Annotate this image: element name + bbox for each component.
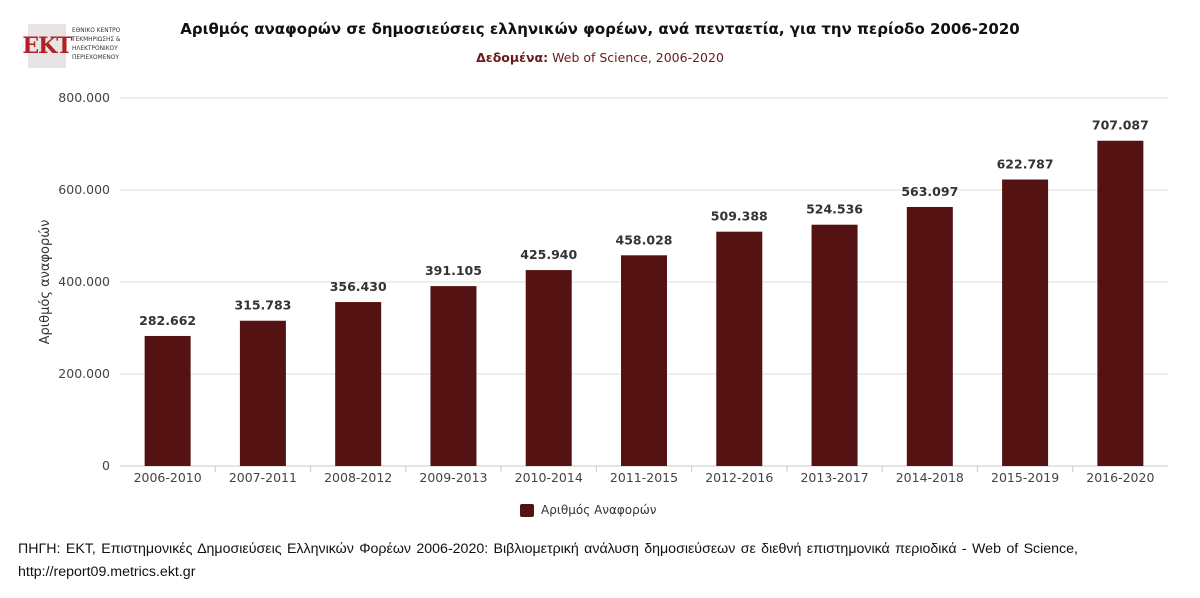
- y-axis-label: Αριθμός αναφορών: [38, 220, 53, 345]
- bar: [621, 255, 667, 466]
- x-tick-label: 2009-2013: [419, 470, 487, 485]
- data-label: 356.430: [330, 279, 387, 294]
- bar: [144, 335, 191, 466]
- bar-chart: 0 200.000 400.000 600.000 800.000 Αριθμός ανα…: [38, 90, 1168, 485]
- legend-label: Αριθμός Αναφορών: [541, 503, 657, 517]
- data-label: 563.097: [901, 184, 958, 199]
- x-tick-label: 2010-2014: [515, 470, 583, 485]
- legend-swatch: [520, 503, 534, 517]
- source-note: ΠΗΓΗ: ΕΚΤ, Επιστημονικές Δημοσιεύσεις Ελ…: [18, 541, 1078, 580]
- logo-line: ΠΕΡΙΕΧΟΜΕΝΟΥ: [72, 53, 119, 61]
- logo-line: ΗΛΕΚΤΡΟΝΙΚΟΥ: [72, 44, 118, 52]
- data-label: 391.105: [425, 263, 482, 278]
- chart-legend[interactable]: Αριθμός Αναφορών: [520, 503, 657, 517]
- x-tick-label: 2012-2016: [705, 470, 773, 485]
- subtitle-value: Web of Science, 2006-2020: [548, 50, 724, 65]
- data-label: 524.536: [806, 202, 863, 217]
- bar: [906, 206, 953, 466]
- data-label: 509.388: [711, 209, 768, 224]
- x-tick-label: 2008-2012: [324, 470, 392, 485]
- data-label: 425.940: [520, 247, 577, 262]
- logo-line: ΕΘΝΙΚΟ ΚΕΝΤΡΟ: [72, 26, 121, 34]
- bar: [239, 320, 286, 466]
- data-label: 282.662: [139, 313, 196, 328]
- bar: [525, 270, 572, 466]
- x-tick-label: 2016-2020: [1086, 470, 1154, 485]
- x-tick-label: 2007-2011: [229, 470, 297, 485]
- data-label: 315.783: [234, 298, 291, 313]
- y-tick-label: 600.000: [58, 182, 110, 197]
- data-label: 707.087: [1092, 118, 1149, 133]
- data-label: 622.787: [997, 157, 1054, 172]
- bar: [1097, 140, 1144, 466]
- ekt-logo-text: ΕΘΝΙΚΟ ΚΕΝΤΡΟ ΤΕΚΜΗΡΙΩΣΗΣ & ΗΛΕΚΤΡΟΝΙΚΟΥ…: [72, 26, 152, 62]
- ekt-logo-mark: ΕΚΤ: [22, 24, 73, 68]
- x-tick-label: 2006-2010: [134, 470, 202, 485]
- bar: [335, 302, 382, 466]
- y-tick-label: 200.000: [58, 366, 110, 381]
- x-tick-label: 2011-2015: [610, 470, 678, 485]
- bar: [1002, 179, 1049, 466]
- bar: [430, 286, 477, 466]
- subtitle-label: Δεδομένα:: [476, 50, 549, 65]
- y-tick-label: 400.000: [58, 274, 110, 289]
- data-label: 458.028: [616, 232, 673, 247]
- chart-subtitle: Δεδομένα: Web of Science, 2006-2020: [0, 50, 1200, 65]
- ekt-logo: ΕΚΤ ΕΘΝΙΚΟ ΚΕΝΤΡΟ ΤΕΚΜΗΡΙΩΣΗΣ & ΗΛΕΚΤΡΟΝ…: [22, 24, 148, 72]
- y-tick-label: 800.000: [58, 90, 110, 105]
- bar: [811, 224, 858, 466]
- x-tick-label: 2014-2018: [896, 470, 964, 485]
- x-tick-label: 2015-2019: [991, 470, 1059, 485]
- chart-title: Αριθμός αναφορών σε δημοσιεύσεις ελληνικ…: [180, 20, 1020, 38]
- y-tick-label: 0: [102, 458, 110, 473]
- logo-line: ΤΕΚΜΗΡΙΩΣΗΣ &: [72, 35, 121, 43]
- bar: [716, 231, 763, 466]
- x-tick-label: 2013-2017: [800, 470, 868, 485]
